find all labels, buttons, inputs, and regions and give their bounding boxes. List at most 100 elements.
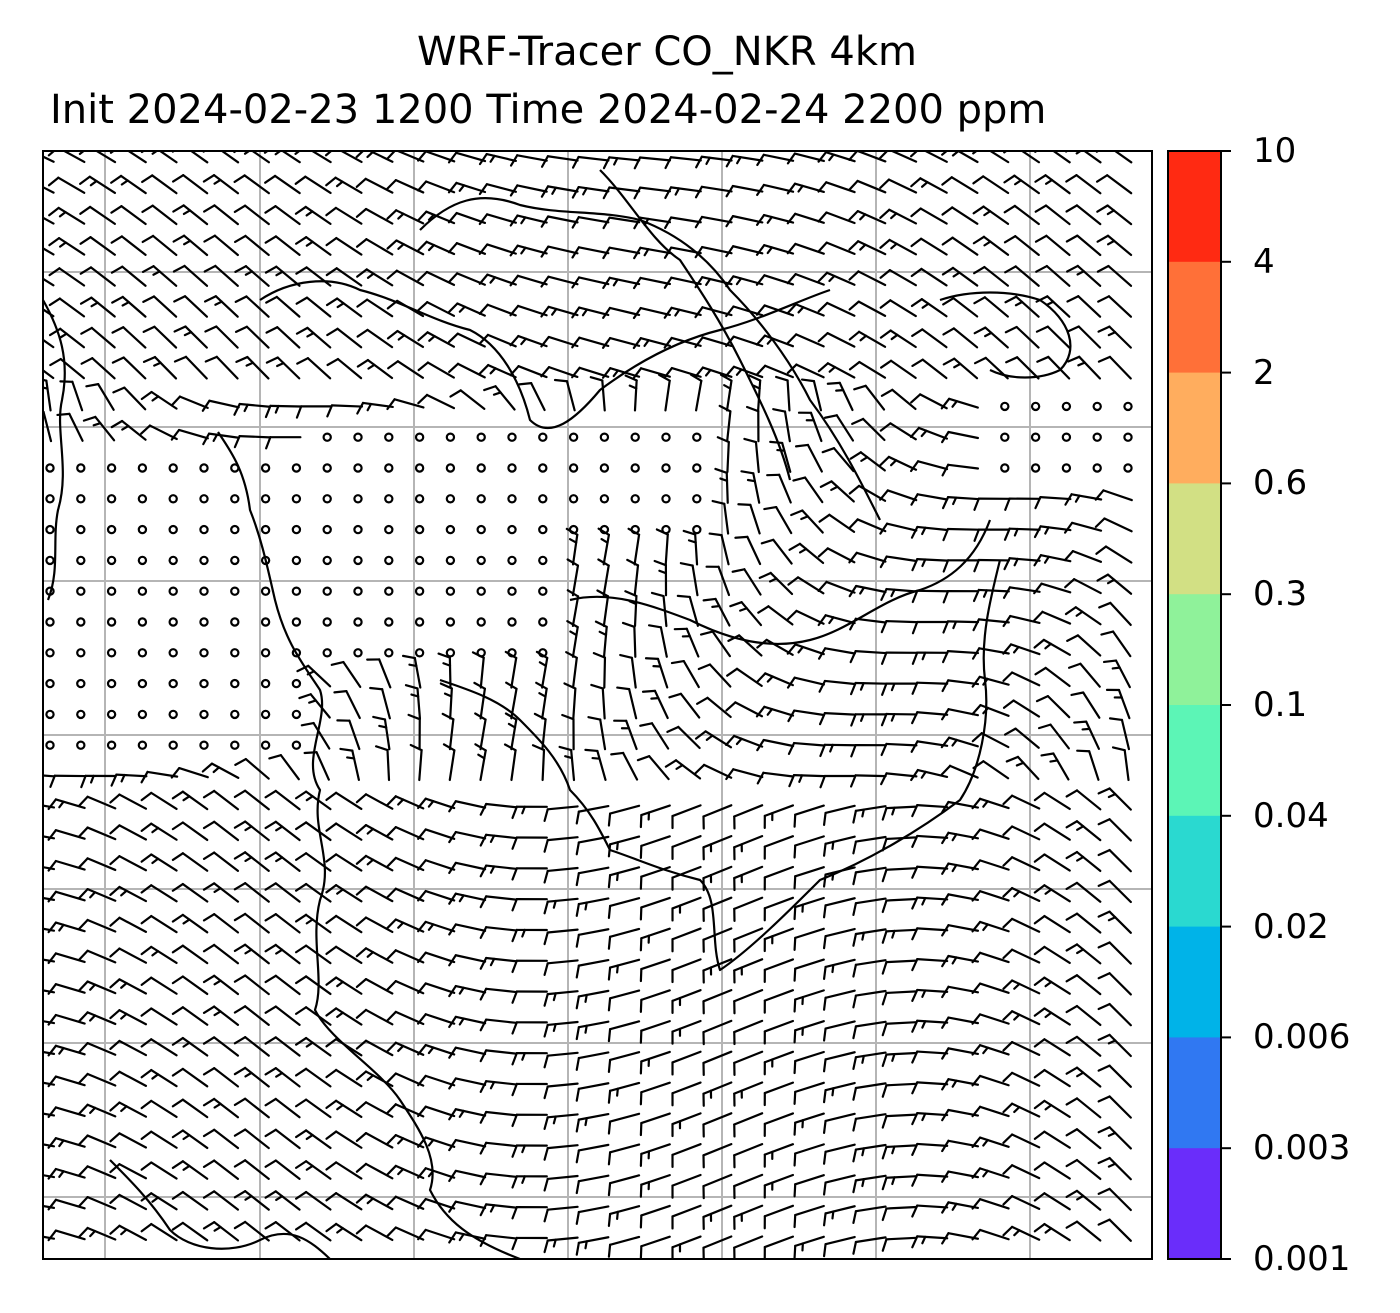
wind-barb — [172, 204, 209, 226]
wind-barb — [264, 943, 301, 965]
calm-circle — [630, 432, 640, 442]
wind-barb — [1094, 489, 1133, 502]
calm-circle — [630, 524, 640, 535]
wind-barb — [793, 804, 825, 828]
wind-barb — [325, 1007, 363, 1026]
calm-circle — [476, 586, 486, 596]
calm-circle — [414, 494, 425, 504]
wind-barb — [355, 238, 394, 256]
wind-barb — [110, 235, 147, 256]
wind-barb — [822, 958, 856, 980]
wind-barb — [694, 763, 733, 779]
colorbar-tick-label: 0.001 — [1253, 1239, 1351, 1279]
wind-barb — [910, 177, 948, 194]
wind-barb — [973, 497, 1010, 511]
wind-barb — [763, 1081, 795, 1107]
wind-barb — [404, 684, 422, 720]
wind-barb — [511, 1236, 548, 1251]
wind-barb — [1033, 884, 1071, 903]
wind-barb — [437, 652, 452, 689]
wind-barb — [478, 213, 517, 226]
wind-barb — [171, 1221, 209, 1242]
wind-barb — [202, 1005, 240, 1026]
wind-barb — [540, 185, 579, 198]
wind-barb — [1066, 634, 1102, 657]
calm-circle — [291, 648, 302, 658]
wind-barb — [699, 630, 732, 658]
wind-barb — [575, 1020, 610, 1041]
wind-barb — [1096, 234, 1133, 257]
wind-barb — [417, 1013, 456, 1025]
wind-barb — [566, 558, 580, 597]
wind-barb — [48, 206, 86, 225]
wind-barb — [941, 236, 979, 256]
calm-circle — [45, 586, 55, 596]
calm-circle — [661, 524, 671, 535]
wind-barb — [448, 1077, 487, 1090]
wind-barb — [592, 652, 607, 689]
calm-circle — [353, 463, 363, 473]
map-title-line2: Init 2024-02-23 1200 Time 2024-02-24 220… — [50, 87, 1047, 133]
wind-barb — [366, 658, 392, 689]
calm-circle — [291, 709, 302, 720]
wind-barb — [78, 857, 117, 872]
wind-barb — [697, 663, 732, 688]
wind-barb — [417, 1167, 456, 1179]
wind-barb — [141, 204, 178, 226]
wind-barb — [171, 1160, 209, 1180]
wind-barb — [849, 681, 887, 696]
wind-barb — [763, 1143, 795, 1168]
wind-barb — [1005, 356, 1040, 380]
wind-barb — [386, 299, 425, 318]
wind-barb — [355, 854, 394, 872]
wind-barb — [880, 359, 917, 379]
calm-circle — [630, 463, 640, 473]
wind-barb — [233, 434, 271, 449]
wind-barb — [202, 789, 240, 811]
calm-circle — [291, 617, 302, 627]
wind-barb — [601, 336, 641, 349]
calm-circle — [199, 494, 209, 504]
wind-barb — [203, 295, 239, 318]
wind-barb — [140, 1161, 178, 1180]
wind-barb — [47, 921, 86, 934]
calm-circle — [1030, 463, 1041, 473]
colorbar-segment — [1168, 1148, 1221, 1260]
wind-barb — [571, 306, 610, 319]
wind-barb — [172, 264, 209, 287]
wind-barb — [1097, 879, 1132, 904]
wind-barb — [852, 805, 887, 824]
wind-barb — [325, 822, 363, 841]
calm-circle — [568, 494, 579, 504]
wind-barb — [202, 1067, 240, 1088]
wind-barb — [822, 1174, 856, 1196]
calm-circle — [445, 432, 456, 442]
wind-barb — [448, 984, 487, 998]
wind-barb — [822, 1235, 856, 1258]
calm-circle — [630, 494, 640, 504]
wind-barb — [788, 542, 825, 565]
coastline-gulf — [439, 559, 1002, 972]
calm-circle — [476, 524, 486, 535]
wind-barb — [972, 588, 1010, 603]
wind-barb — [1002, 1164, 1041, 1180]
wind-barb — [202, 913, 240, 934]
wind-barb — [636, 755, 670, 781]
wind-barb — [1033, 638, 1071, 656]
wind-barb — [850, 713, 887, 727]
wind-barb — [264, 1067, 301, 1088]
wind-barb — [607, 1081, 641, 1104]
wind-barb — [171, 790, 209, 811]
wind-barb — [1094, 517, 1133, 533]
wind-barb — [817, 271, 856, 286]
wind-barb — [325, 176, 363, 194]
wind-barb — [233, 820, 270, 842]
calm-circle — [168, 617, 178, 627]
wind-barb — [822, 866, 856, 888]
calm-circle — [353, 524, 363, 535]
calm-circle — [538, 586, 548, 596]
wind-barb — [1065, 1066, 1102, 1088]
wind-barb — [233, 1097, 270, 1119]
wind-barb — [653, 559, 668, 597]
wind-barb — [940, 764, 979, 779]
